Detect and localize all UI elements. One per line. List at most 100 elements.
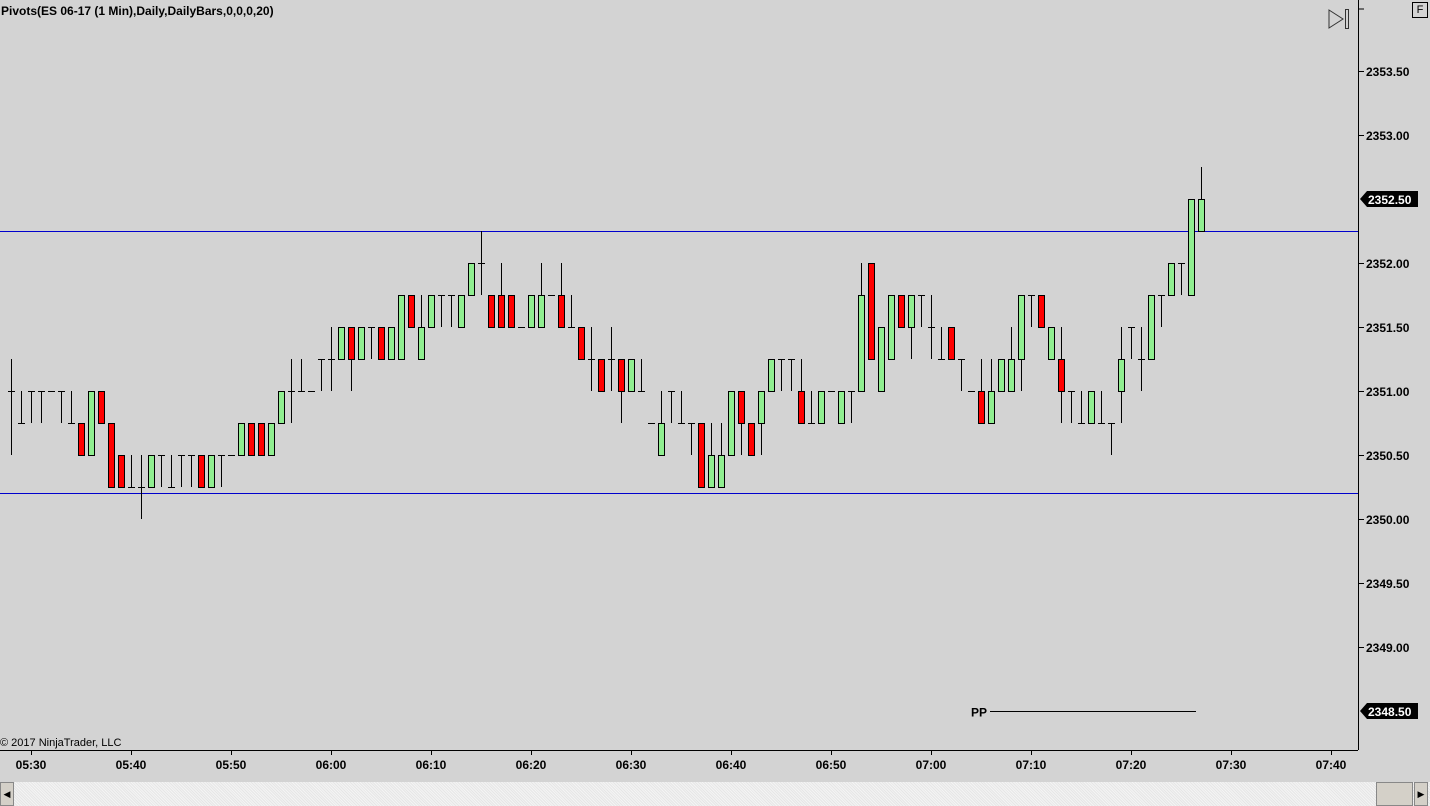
y-tick-label: 2350.00 bbox=[1366, 513, 1410, 527]
x-tick-label: 07:40 bbox=[1316, 758, 1347, 772]
candle-up bbox=[398, 295, 405, 360]
y-tick-label: 2349.00 bbox=[1366, 641, 1410, 655]
y-tick-label: 2351.00 bbox=[1366, 385, 1410, 399]
candle-up bbox=[1048, 327, 1055, 360]
chart-title: Pivots(ES 06-17 (1 Min),Daily,DailyBars,… bbox=[1, 4, 274, 18]
candle-up bbox=[728, 391, 735, 456]
horizontal-scrollbar[interactable]: ◀ ▶ bbox=[0, 782, 1430, 806]
x-tick-label: 06:00 bbox=[316, 758, 347, 772]
x-tick-label: 07:30 bbox=[1216, 758, 1247, 772]
candle-down bbox=[108, 423, 115, 488]
y-tick-label: 2352.00 bbox=[1366, 257, 1410, 271]
candle-up bbox=[628, 359, 635, 392]
candle-up bbox=[988, 391, 995, 424]
y-tick-label: 2351.50 bbox=[1366, 321, 1410, 335]
x-tick-label: 06:20 bbox=[516, 758, 547, 772]
x-tick-label: 07:10 bbox=[1016, 758, 1047, 772]
candle-down bbox=[1058, 359, 1065, 392]
x-tick-label: 05:50 bbox=[216, 758, 247, 772]
candle-down bbox=[378, 327, 385, 360]
candle-up bbox=[858, 295, 865, 392]
candle-down bbox=[898, 295, 905, 328]
candle-down bbox=[508, 295, 515, 328]
candle-up bbox=[418, 327, 425, 360]
pp-price-marker bbox=[1360, 703, 1418, 719]
candle-up bbox=[458, 295, 465, 328]
scroll-right-icon[interactable]: ▶ bbox=[1414, 782, 1428, 806]
x-tick-label: 05:40 bbox=[116, 758, 147, 772]
candle-up bbox=[428, 295, 435, 328]
copyright-text: © 2017 NinjaTrader, LLC bbox=[0, 737, 122, 749]
candle-up bbox=[208, 455, 215, 488]
candle-up bbox=[708, 455, 715, 488]
candle-up bbox=[278, 391, 285, 424]
x-tick-label: 07:20 bbox=[1116, 758, 1147, 772]
y-tick-label: 2350.50 bbox=[1366, 449, 1410, 463]
candle-up bbox=[1168, 263, 1175, 296]
candle-down bbox=[488, 295, 495, 328]
candle-up bbox=[878, 327, 885, 392]
candle-up bbox=[658, 423, 665, 456]
candle-up bbox=[998, 359, 1005, 392]
candle-up bbox=[758, 391, 765, 424]
x-tick-label: 06:10 bbox=[416, 758, 447, 772]
pp-label: PP bbox=[971, 706, 987, 720]
candle-up bbox=[148, 455, 155, 488]
y-tick-label: 2353.00 bbox=[1366, 129, 1410, 143]
scroll-left-icon[interactable]: ◀ bbox=[0, 782, 14, 806]
x-tick-label: 05:30 bbox=[16, 758, 47, 772]
candle-down bbox=[868, 263, 875, 360]
y-tick-label: 2353.50 bbox=[1366, 65, 1410, 79]
candle-down bbox=[558, 295, 565, 328]
candle-down bbox=[258, 423, 265, 456]
candle-down bbox=[738, 391, 745, 424]
candle-down bbox=[598, 359, 605, 392]
candle-up bbox=[1088, 391, 1095, 424]
candle-up bbox=[538, 295, 545, 328]
candle-down bbox=[118, 455, 125, 488]
price-chart[interactable]: 2353.50 2353.00 2352.00 2351.50 2351.00 2350.… bbox=[0, 0, 1430, 782]
candle-up bbox=[468, 263, 475, 296]
candle-down bbox=[78, 423, 85, 456]
candle-up bbox=[338, 327, 345, 360]
candle-up bbox=[718, 455, 725, 488]
candle-down bbox=[198, 455, 205, 488]
last-price-marker bbox=[1360, 191, 1418, 207]
candle-down bbox=[98, 391, 105, 424]
candle-up bbox=[838, 391, 845, 424]
x-tick-label: 06:40 bbox=[716, 758, 747, 772]
x-tick-label: 06:50 bbox=[816, 758, 847, 772]
pp-price-label: 2348.50 bbox=[1368, 705, 1412, 719]
candle-up bbox=[1008, 359, 1015, 392]
candle-down bbox=[798, 391, 805, 424]
last-price-label: 2352.50 bbox=[1368, 193, 1412, 207]
candle-up bbox=[908, 295, 915, 328]
candle-up bbox=[818, 391, 825, 424]
candle-down bbox=[578, 327, 585, 360]
candle-up bbox=[1118, 359, 1125, 392]
scrollbar-thumb[interactable] bbox=[1376, 782, 1413, 806]
candle-up bbox=[238, 423, 245, 456]
x-tick-label: 06:30 bbox=[616, 758, 647, 772]
candle-up bbox=[1188, 199, 1195, 296]
candle-up bbox=[268, 423, 275, 456]
candle-up bbox=[528, 295, 535, 328]
candle-down bbox=[408, 295, 415, 328]
candle-down bbox=[498, 295, 505, 328]
candle-up bbox=[1018, 295, 1025, 360]
jump-to-end-icon[interactable] bbox=[1328, 9, 1349, 29]
candle-down bbox=[748, 423, 755, 456]
candle-up bbox=[88, 391, 95, 456]
candle-up bbox=[388, 327, 395, 360]
candle-up bbox=[768, 359, 775, 392]
candle-down bbox=[618, 359, 625, 392]
candle-down bbox=[248, 423, 255, 456]
candle-down bbox=[1038, 295, 1045, 328]
candle-up bbox=[1198, 199, 1205, 232]
candle-down bbox=[948, 327, 955, 360]
x-tick-label: 07:00 bbox=[916, 758, 947, 772]
f-button[interactable]: F bbox=[1412, 2, 1428, 18]
candle-down bbox=[698, 423, 705, 488]
candle-down bbox=[348, 327, 355, 360]
y-tick-label: 2349.50 bbox=[1366, 577, 1410, 591]
